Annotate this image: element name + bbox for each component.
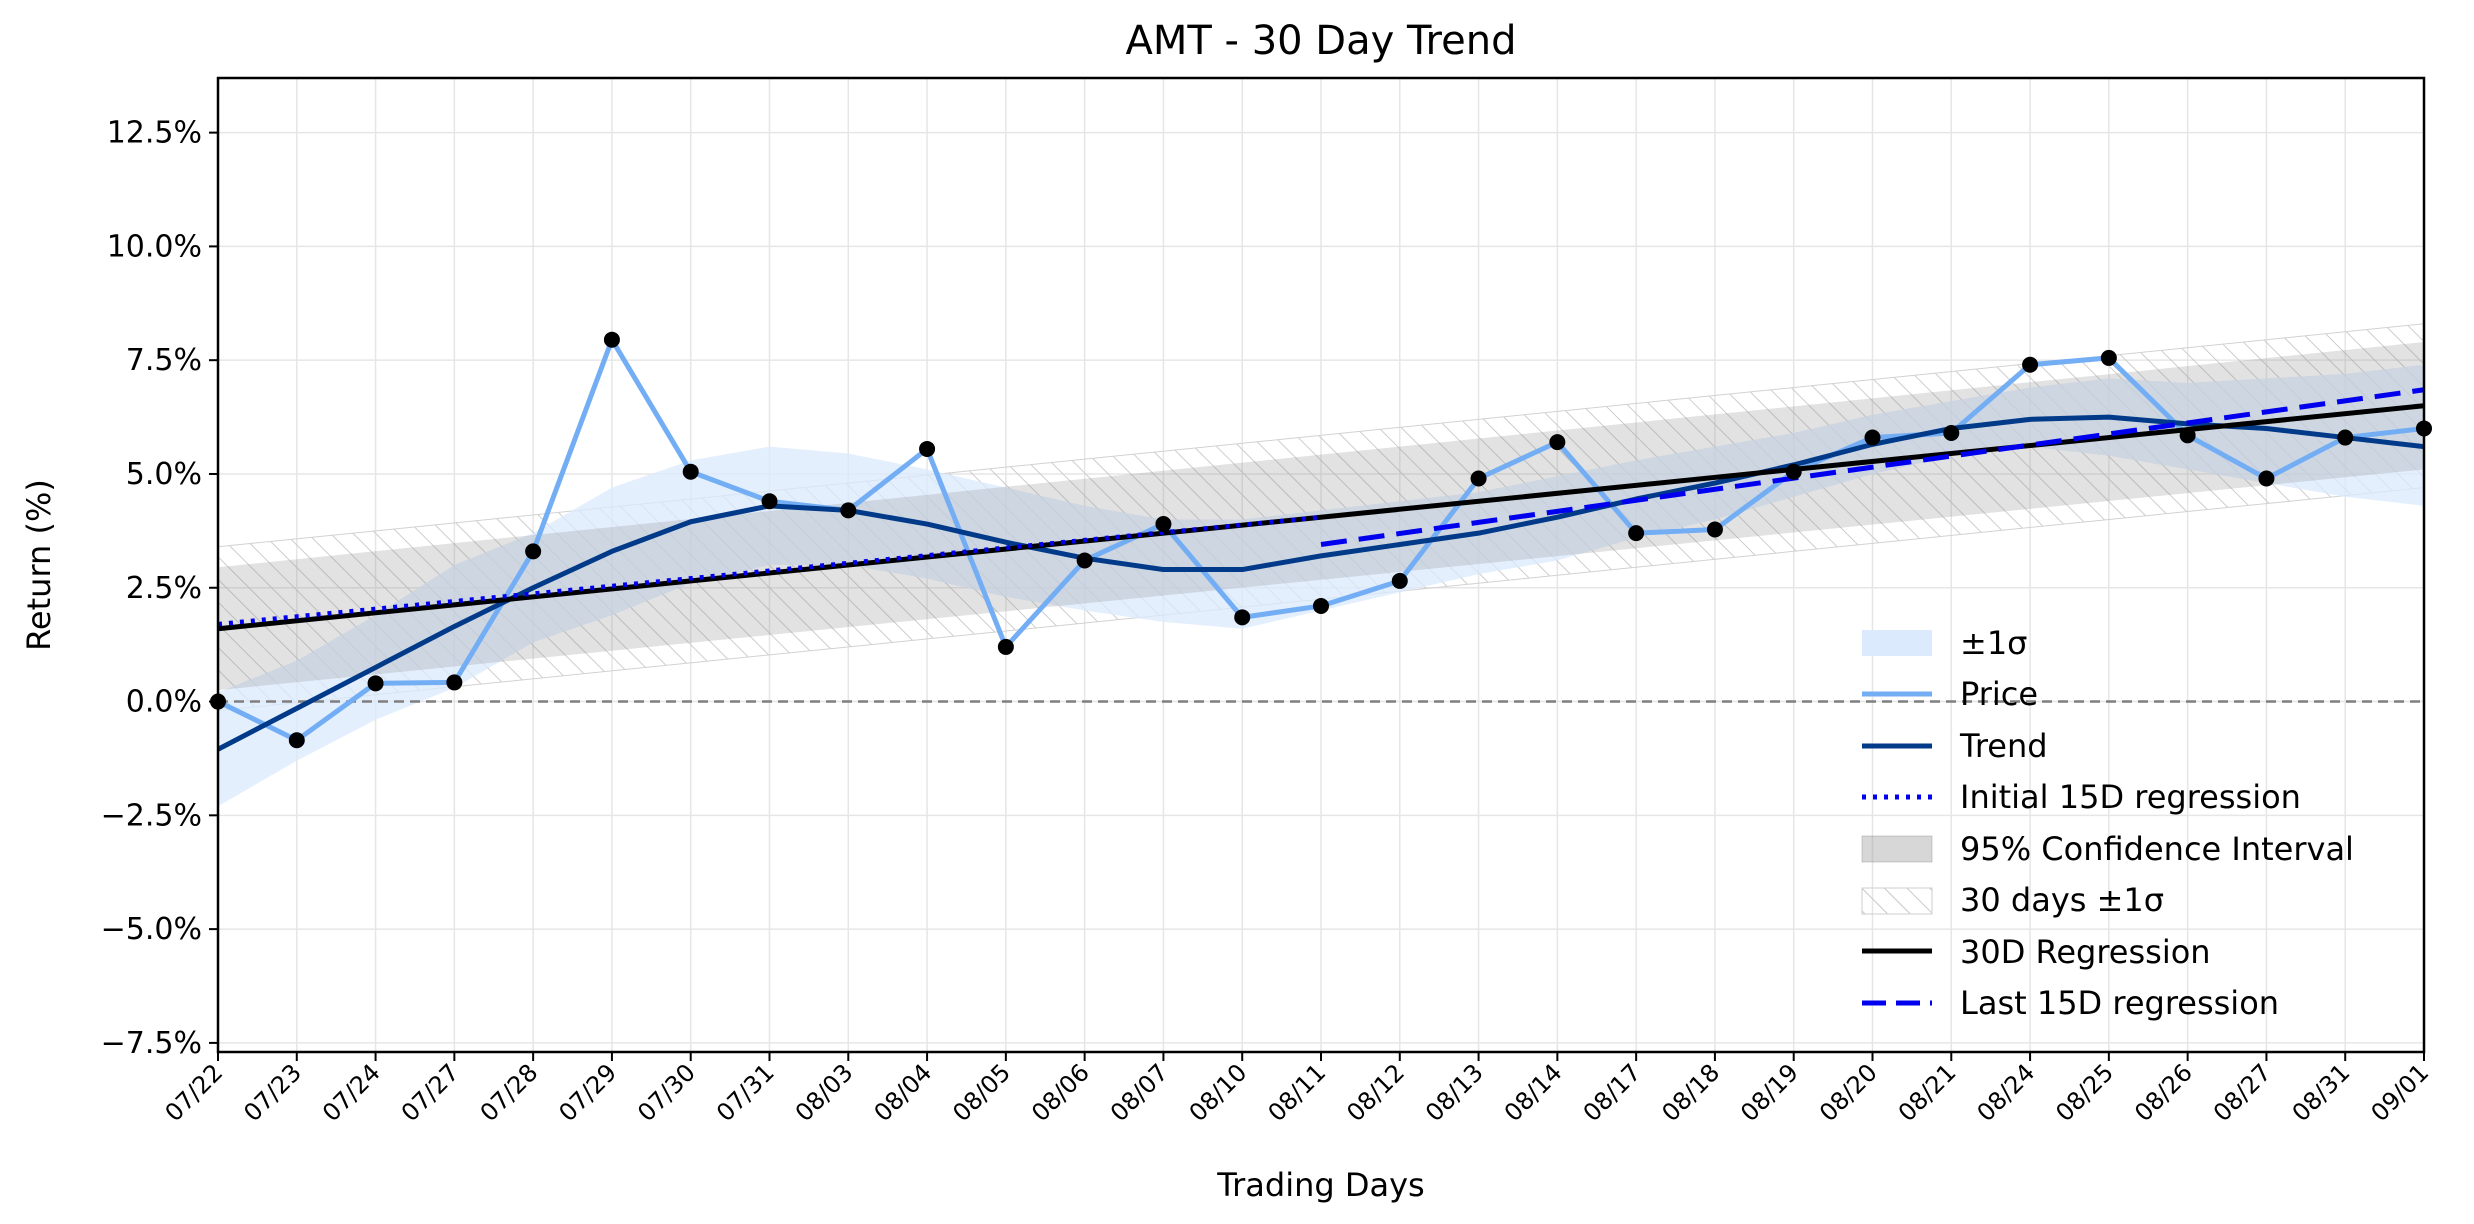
price-point — [1706, 521, 1723, 538]
x-tick-label: 08/31 — [2287, 1058, 2356, 1127]
x-tick-label: 08/18 — [1656, 1058, 1725, 1127]
x-axis: 07/22 07/23 07/24 07/27 07/28 07/29 07/30 07/31… — [160, 1052, 2435, 1127]
price-point — [1391, 572, 1408, 589]
price-point — [840, 502, 857, 519]
legend-label-trend: Trend — [1959, 727, 2048, 765]
y-tick-label: 7.5% — [126, 343, 202, 378]
x-tick-label: 07/24 — [317, 1058, 386, 1127]
legend-swatch-sigma — [1862, 630, 1932, 656]
legend-swatch-30d-sigma — [1861, 887, 1933, 915]
x-tick-label: 08/05 — [947, 1058, 1016, 1127]
x-tick-label: 08/07 — [1105, 1058, 1174, 1127]
x-tick-label: 08/06 — [1026, 1058, 1095, 1127]
price-point — [1628, 525, 1645, 542]
price-point — [1155, 516, 1172, 533]
price-point — [446, 674, 463, 691]
legend-label-initial-15d: Initial 15D regression — [1960, 778, 2301, 816]
price-point — [997, 638, 1014, 655]
x-tick-label: 08/11 — [1263, 1058, 1332, 1127]
x-tick-label: 08/21 — [1893, 1058, 1962, 1127]
legend-label-30d-regression: 30D Regression — [1960, 933, 2211, 971]
trend-line — [218, 414, 2424, 752]
x-tick-label: 09/01 — [2366, 1058, 2435, 1127]
x-tick-label: 07/30 — [632, 1058, 701, 1127]
price-point — [1076, 552, 1093, 569]
y-tick-label: 0.0% — [126, 685, 202, 720]
legend-swatch-ci — [1861, 835, 1933, 863]
x-tick-label: 07/29 — [553, 1058, 622, 1127]
x-tick-label: 08/17 — [1578, 1058, 1647, 1127]
y-axis: −7.5% −5.0% −2.5% 0.0% 2.5% 5.0% 7.5% 10.0% 12.5… — [101, 116, 218, 1061]
x-tick-label: 08/12 — [1341, 1058, 1410, 1127]
price-point — [2100, 349, 2117, 366]
price-point — [2022, 356, 2039, 373]
legend-label-last-15d: Last 15D regression — [1960, 984, 2279, 1022]
x-tick-label: 07/31 — [711, 1058, 780, 1127]
x-tick-label: 08/27 — [2208, 1058, 2277, 1127]
price-point — [2179, 427, 2196, 444]
price-point — [682, 463, 699, 480]
legend-label-sigma: ±1σ — [1960, 624, 2027, 662]
price-point — [1785, 463, 1802, 480]
series-lines — [218, 337, 2424, 752]
price-point — [603, 331, 620, 348]
legend-label-30d-sigma: 30 days ±1σ — [1960, 881, 2164, 919]
y-tick-label: 2.5% — [126, 571, 202, 606]
x-tick-label: 08/25 — [2050, 1058, 2119, 1127]
y-tick-label: 12.5% — [107, 116, 202, 151]
x-tick-label: 08/10 — [1184, 1058, 1253, 1127]
y-tick-label: −5.0% — [101, 912, 202, 947]
y-tick-label: 10.0% — [107, 229, 202, 264]
price-point — [1470, 470, 1487, 487]
x-tick-label: 08/03 — [790, 1058, 859, 1127]
price-point — [1864, 429, 1881, 446]
price-point — [1549, 434, 1566, 451]
y-tick-label: −7.5% — [101, 1026, 202, 1061]
y-axis-label: Return (%) — [20, 479, 58, 651]
x-tick-label: 07/23 — [238, 1058, 307, 1127]
x-tick-label: 07/28 — [475, 1058, 544, 1127]
x-tick-label: 08/13 — [1420, 1058, 1489, 1127]
price-point — [1943, 425, 1960, 442]
price-point — [2258, 470, 2275, 487]
price-point — [919, 440, 936, 457]
price-point — [761, 493, 778, 510]
x-tick-label: 08/14 — [1499, 1058, 1568, 1127]
price-point — [1313, 597, 1329, 614]
legend-label-ci: 95% Confidence Interval — [1960, 830, 2354, 868]
y-tick-label: −2.5% — [101, 798, 202, 833]
chart-title: AMT - 30 Day Trend — [1126, 18, 1517, 64]
price-point — [525, 543, 542, 560]
price-point — [2337, 429, 2354, 446]
price-point — [288, 732, 305, 749]
x-tick-label: 07/27 — [396, 1058, 465, 1127]
band-sigma — [218, 364, 2424, 807]
legend-label-price: Price — [1960, 675, 2038, 713]
price-point — [1234, 609, 1251, 626]
price-point — [367, 675, 384, 692]
x-tick-label: 07/22 — [160, 1058, 229, 1127]
regression-last-15d-line — [1320, 387, 2424, 547]
y-tick-label: 5.0% — [126, 457, 202, 492]
x-tick-label: 08/24 — [1972, 1058, 2041, 1127]
x-tick-label: 08/20 — [1814, 1058, 1883, 1127]
x-axis-label: Trading Days — [1216, 1166, 1424, 1204]
x-tick-label: 08/04 — [869, 1058, 938, 1127]
x-tick-label: 08/26 — [2129, 1058, 2198, 1127]
legend: ±1σ Price Trend Initial 15D regression 9… — [1861, 624, 2354, 1022]
x-tick-label: 08/19 — [1735, 1058, 1804, 1127]
